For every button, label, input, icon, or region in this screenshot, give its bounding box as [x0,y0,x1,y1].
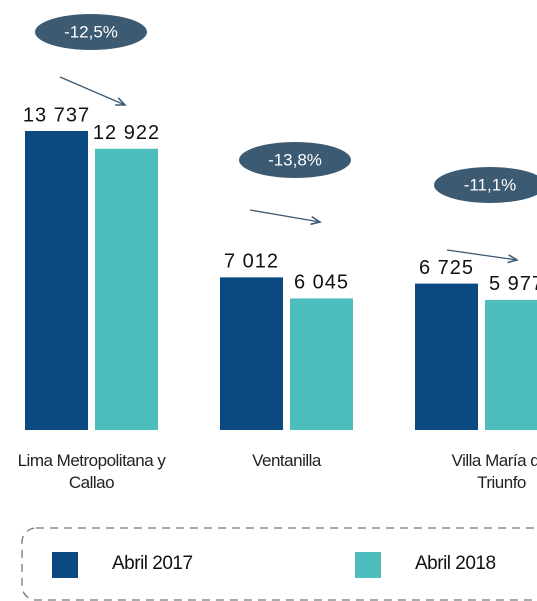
value-label: 6 725 [419,257,474,279]
bar [95,148,158,430]
annotation-arrow [446,249,517,260]
bar [485,299,537,430]
legend-box [21,527,537,601]
x-tick-label: Villa María del Triunfo [451,451,537,492]
annotation: -11,1% [464,175,517,194]
value-label: 13 737 [23,104,90,126]
annotation-arrow [249,209,320,222]
x-tick-label: Lima Metropolitana y Callao [17,451,166,492]
legend-label: Abril 2018 [415,553,496,574]
annotation: -12,5% [64,22,118,41]
legend-swatch [355,552,381,578]
value-label: 6 045 [294,272,349,294]
legend-label: Abril 2017 [112,553,193,574]
annotation-bubble [35,14,147,50]
bar [290,298,353,430]
legend-swatch [52,552,78,578]
value-label: 5 977 [489,273,537,295]
bar [25,131,88,430]
annotation-bubble [434,167,537,203]
annotation: -13,8% [268,150,322,169]
annotation-arrow [59,76,125,105]
annotation-bubble [239,142,351,178]
x-tick-label: Ventanilla [252,451,321,470]
bar [415,283,478,430]
bar [220,277,283,430]
value-label: 7 012 [224,251,279,273]
value-label: 12 922 [93,122,160,144]
